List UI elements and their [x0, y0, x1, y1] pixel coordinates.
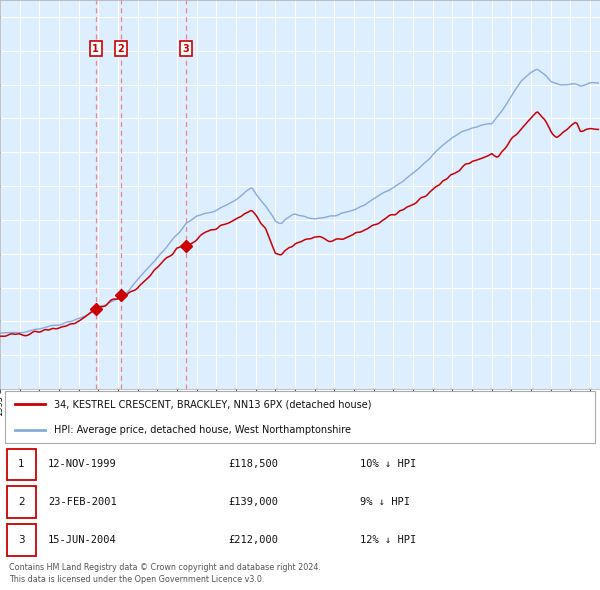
Text: 9% ↓ HPI: 9% ↓ HPI — [360, 497, 410, 507]
Text: 3: 3 — [183, 44, 190, 54]
Text: 2: 2 — [18, 497, 25, 507]
Text: 2: 2 — [118, 44, 124, 54]
Text: £212,000: £212,000 — [228, 535, 278, 545]
FancyBboxPatch shape — [7, 524, 36, 556]
Text: 15-JUN-2004: 15-JUN-2004 — [48, 535, 117, 545]
Text: 10% ↓ HPI: 10% ↓ HPI — [360, 460, 416, 470]
FancyBboxPatch shape — [7, 486, 36, 518]
Text: HPI: Average price, detached house, West Northamptonshire: HPI: Average price, detached house, West… — [54, 425, 351, 435]
Text: 23-FEB-2001: 23-FEB-2001 — [48, 497, 117, 507]
FancyBboxPatch shape — [7, 448, 36, 480]
Text: 34, KESTREL CRESCENT, BRACKLEY, NN13 6PX (detached house): 34, KESTREL CRESCENT, BRACKLEY, NN13 6PX… — [54, 399, 371, 409]
Text: 1: 1 — [92, 44, 99, 54]
Text: 3: 3 — [18, 535, 25, 545]
Text: 1: 1 — [18, 460, 25, 470]
Text: 12-NOV-1999: 12-NOV-1999 — [48, 460, 117, 470]
FancyBboxPatch shape — [5, 391, 595, 443]
Text: £118,500: £118,500 — [228, 460, 278, 470]
Text: Contains HM Land Registry data © Crown copyright and database right 2024.
This d: Contains HM Land Registry data © Crown c… — [9, 563, 321, 584]
Text: £139,000: £139,000 — [228, 497, 278, 507]
Text: 12% ↓ HPI: 12% ↓ HPI — [360, 535, 416, 545]
